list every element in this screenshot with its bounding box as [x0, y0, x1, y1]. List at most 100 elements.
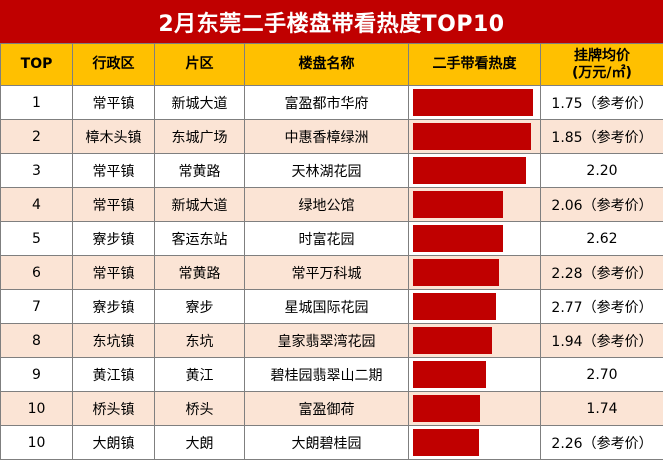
rank-cell: 1 — [1, 86, 73, 120]
name-cell: 时富花园 — [245, 222, 409, 256]
heat-cell — [409, 392, 541, 426]
district-cell: 常平镇 — [73, 86, 155, 120]
rank-cell: 8 — [1, 324, 73, 358]
district-cell: 大朗镇 — [73, 426, 155, 460]
rank-cell: 6 — [1, 256, 73, 290]
heat-bar — [413, 123, 531, 150]
heat-cell — [409, 256, 541, 290]
area-cell: 常黄路 — [155, 154, 245, 188]
name-cell: 富盈御荷 — [245, 392, 409, 426]
header-name: 楼盘名称 — [245, 44, 409, 86]
heat-cell — [409, 324, 541, 358]
price-cell: 2.28（参考价） — [541, 256, 663, 290]
header-rank: TOP — [1, 44, 73, 86]
rank-cell: 7 — [1, 290, 73, 324]
rank-cell: 10 — [1, 392, 73, 426]
name-cell: 绿地公馆 — [245, 188, 409, 222]
heat-cell — [409, 426, 541, 460]
ranking-chart: 2月东莞二手楼盘带看热度TOP10 TOP 行政区 片区 楼盘名称 二手带看热度… — [0, 0, 663, 448]
header-district: 行政区 — [73, 44, 155, 86]
district-cell: 寮步镇 — [73, 290, 155, 324]
district-cell: 常平镇 — [73, 188, 155, 222]
name-cell: 天林湖花园 — [245, 154, 409, 188]
price-cell: 1.94（参考价） — [541, 324, 663, 358]
area-cell: 新城大道 — [155, 188, 245, 222]
heat-cell — [409, 290, 541, 324]
district-cell: 东坑镇 — [73, 324, 155, 358]
heat-bar — [413, 395, 480, 422]
heat-bar — [413, 259, 499, 286]
area-cell: 东坑 — [155, 324, 245, 358]
heat-cell — [409, 358, 541, 392]
price-cell: 2.70 — [541, 358, 663, 392]
rank-cell: 9 — [1, 358, 73, 392]
price-cell: 2.26（参考价） — [541, 426, 663, 460]
district-cell: 常平镇 — [73, 256, 155, 290]
heat-cell — [409, 86, 541, 120]
area-cell: 常黄路 — [155, 256, 245, 290]
price-cell: 2.06（参考价） — [541, 188, 663, 222]
area-cell: 新城大道 — [155, 86, 245, 120]
header-price-line1: 挂牌均价 — [541, 48, 663, 65]
area-cell: 黄江 — [155, 358, 245, 392]
heat-cell — [409, 154, 541, 188]
heat-bar — [413, 293, 496, 320]
price-cell: 1.74 — [541, 392, 663, 426]
price-cell: 2.20 — [541, 154, 663, 188]
name-cell: 星城国际花园 — [245, 290, 409, 324]
header-heat: 二手带看热度 — [409, 44, 541, 86]
heat-cell — [409, 188, 541, 222]
rank-cell: 3 — [1, 154, 73, 188]
heat-bar — [413, 327, 492, 354]
area-cell: 大朗 — [155, 426, 245, 460]
district-cell: 樟木头镇 — [73, 120, 155, 154]
name-cell: 中惠香樟绿洲 — [245, 120, 409, 154]
name-cell: 富盈都市华府 — [245, 86, 409, 120]
header-price: 挂牌均价 (万元/㎡) — [541, 44, 663, 86]
name-cell: 皇家翡翠湾花园 — [245, 324, 409, 358]
rank-cell: 5 — [1, 222, 73, 256]
header-price-line2: (万元/㎡) — [541, 65, 663, 82]
area-cell: 桥头 — [155, 392, 245, 426]
area-cell: 东城广场 — [155, 120, 245, 154]
rank-cell: 2 — [1, 120, 73, 154]
name-cell: 常平万科城 — [245, 256, 409, 290]
name-cell: 碧桂园翡翠山二期 — [245, 358, 409, 392]
price-cell: 1.75（参考价） — [541, 86, 663, 120]
heat-bar — [413, 225, 503, 252]
header-row: TOP 行政区 片区 楼盘名称 二手带看热度 挂牌均价 (万元/㎡) — [1, 44, 663, 86]
district-cell: 寮步镇 — [73, 222, 155, 256]
district-cell: 黄江镇 — [73, 358, 155, 392]
district-cell: 常平镇 — [73, 154, 155, 188]
rank-cell: 10 — [1, 426, 73, 460]
name-cell: 大朗碧桂园 — [245, 426, 409, 460]
district-cell: 桥头镇 — [73, 392, 155, 426]
header-area: 片区 — [155, 44, 245, 86]
price-cell: 2.77（参考价） — [541, 290, 663, 324]
heat-cell — [409, 120, 541, 154]
area-cell: 寮步 — [155, 290, 245, 324]
heat-cell — [409, 222, 541, 256]
rank-cell: 4 — [1, 188, 73, 222]
price-cell: 1.85（参考价） — [541, 120, 663, 154]
price-cell: 2.62 — [541, 222, 663, 256]
heat-bar — [413, 429, 479, 456]
heat-bar — [413, 191, 503, 218]
heat-bar — [413, 157, 526, 184]
heat-bar — [413, 89, 533, 116]
chart-title: 2月东莞二手楼盘带看热度TOP10 — [0, 0, 663, 43]
heat-bar — [413, 361, 486, 388]
area-cell: 客运东站 — [155, 222, 245, 256]
